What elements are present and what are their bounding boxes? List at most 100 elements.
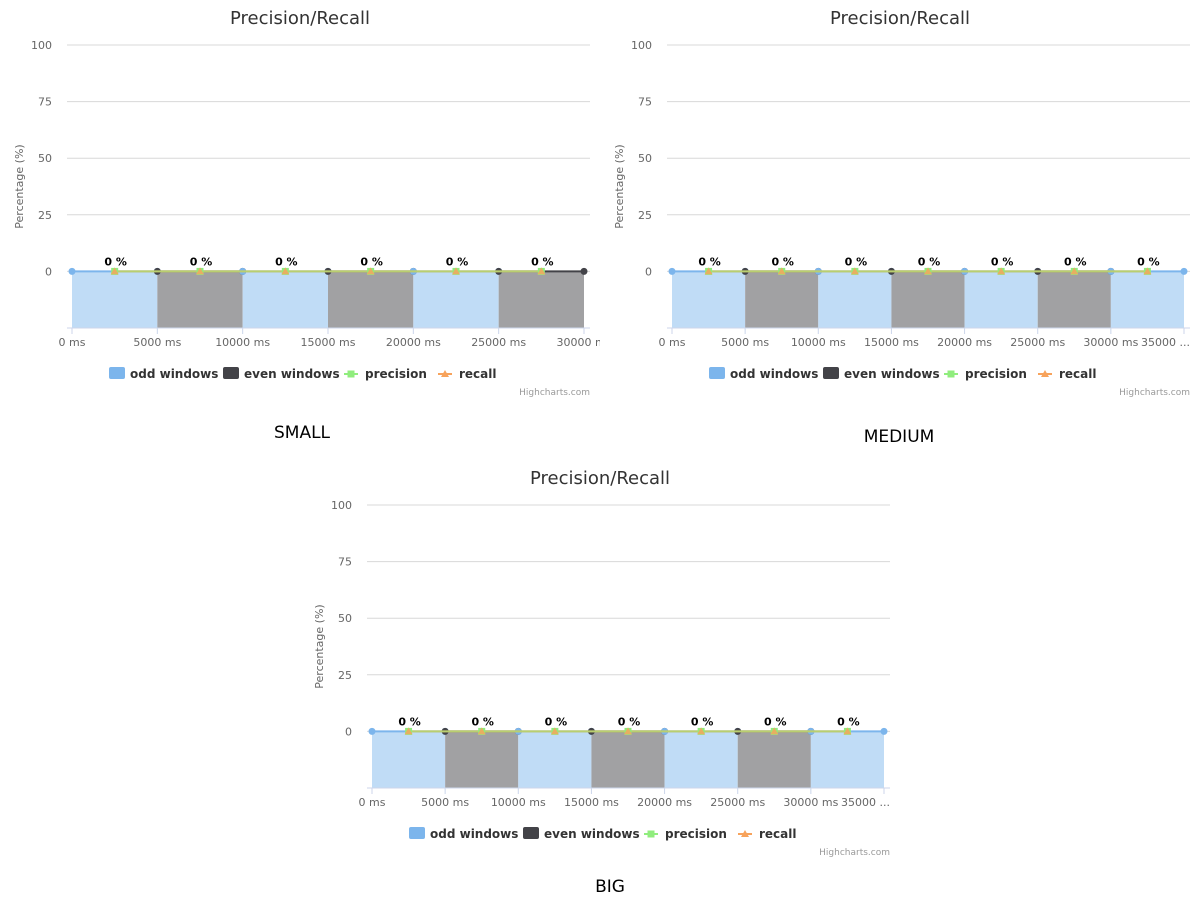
legend-even-swatch xyxy=(823,367,839,379)
odd-window-area xyxy=(72,271,158,328)
legend: odd windows even windows precision recall xyxy=(109,367,497,381)
legend-precision-marker xyxy=(347,370,355,378)
legend-item-odd: odd windows xyxy=(730,367,818,381)
y-tick-label: 0 xyxy=(345,725,352,738)
legend-item-odd: odd windows xyxy=(130,367,218,381)
recall-point xyxy=(404,727,413,735)
recall-point xyxy=(366,267,375,275)
odd-window-area xyxy=(964,271,1038,328)
odd-window-area xyxy=(1110,271,1184,328)
x-tick-label: 5000 ms xyxy=(133,336,181,349)
data-label: 0 % xyxy=(764,715,787,728)
recall-point xyxy=(1143,267,1152,275)
x-tick-label: 15000 ms xyxy=(301,336,356,349)
recall-point xyxy=(537,267,546,275)
size-label-medium: MEDIUM xyxy=(863,427,935,447)
y-tick-label: 100 xyxy=(631,39,652,52)
data-label: 0 % xyxy=(190,255,213,268)
x-tick-label: 15000 ms xyxy=(864,336,919,349)
odd-window-area xyxy=(818,271,892,328)
recall-point xyxy=(452,267,460,275)
recall-point xyxy=(777,267,786,275)
recall-point xyxy=(477,727,486,735)
data-label: 0 % xyxy=(845,255,868,268)
legend-item-precision: precision xyxy=(365,367,427,381)
data-label: 0 % xyxy=(698,255,721,268)
data-label: 0 % xyxy=(691,715,714,728)
chart-big: Precision/Recall 0 25 50 75 100 Percentage (%)… xyxy=(300,460,900,860)
even-window-marker xyxy=(580,267,588,275)
odd-window-area xyxy=(372,731,446,788)
legend-item-precision: precision xyxy=(665,827,727,841)
legend-recall-marker xyxy=(1041,370,1049,377)
data-label: 0 % xyxy=(618,715,641,728)
legend-recall-marker xyxy=(741,830,749,837)
recall-point xyxy=(924,267,932,275)
y-tick-label: 50 xyxy=(338,612,352,625)
odd-window-area xyxy=(810,731,884,788)
legend-precision-marker xyxy=(947,370,955,378)
chart-title: Precision/Recall xyxy=(830,8,970,29)
legend: odd windows even windows precision recall xyxy=(409,827,797,841)
odd-window-marker xyxy=(880,727,888,735)
even-window-area xyxy=(745,271,819,328)
legend-even-swatch xyxy=(523,827,539,839)
y-axis-title: Percentage (%) xyxy=(13,144,26,228)
y-tick-label: 75 xyxy=(638,96,652,109)
x-tick-label: 25000 ms xyxy=(710,796,765,809)
even-window-area xyxy=(498,271,584,328)
x-tick-label: 0 ms xyxy=(359,796,386,809)
legend-recall-marker xyxy=(441,370,449,377)
data-label: 0 % xyxy=(991,255,1014,268)
data-label: 0 % xyxy=(398,715,421,728)
even-window-area xyxy=(891,271,965,328)
data-label: 0 % xyxy=(837,715,860,728)
x-tick-label: 35000 ... xyxy=(841,796,890,809)
credits: Highcharts.com xyxy=(819,848,890,858)
y-tick-label: 75 xyxy=(338,556,352,569)
x-tick-label: 35000 ... xyxy=(1141,336,1190,349)
legend-item-even: even windows xyxy=(844,367,940,381)
data-label: 0 % xyxy=(531,255,554,268)
even-window-area xyxy=(157,271,243,328)
even-window-area xyxy=(591,731,665,788)
chart-svg-medium: Precision/Recall 0 25 50 75 100 Percentage (%)… xyxy=(613,8,1190,398)
data-label: 0 % xyxy=(446,255,469,268)
size-label-small: SMALL xyxy=(273,423,331,443)
chart-medium: Precision/Recall 0 25 50 75 100 Percentage (%)… xyxy=(600,0,1200,400)
y-tick-label: 25 xyxy=(38,209,52,222)
x-tick-label: 10000 ms xyxy=(215,336,270,349)
legend-precision-marker xyxy=(647,830,655,838)
y-axis-title: Percentage (%) xyxy=(313,604,326,688)
recall-point xyxy=(550,727,559,735)
x-tick-label: 25000 ms xyxy=(471,336,526,349)
chart-svg-small: Precision/Recall 0 25 50 75 100 Percentage (%)… xyxy=(13,8,600,398)
legend-item-recall: recall xyxy=(459,367,497,381)
credits: Highcharts.com xyxy=(519,388,590,398)
legend-odd-swatch xyxy=(109,367,125,379)
recall-point xyxy=(850,267,859,275)
x-tick-label: 10000 ms xyxy=(491,796,546,809)
odd-window-marker xyxy=(1180,267,1188,275)
odd-window-marker xyxy=(68,267,76,275)
data-label: 0 % xyxy=(918,255,941,268)
data-label: 0 % xyxy=(104,255,127,268)
legend-odd-swatch xyxy=(409,827,425,839)
y-tick-label: 0 xyxy=(45,265,52,278)
odd-window-area xyxy=(518,731,592,788)
y-tick-label: 50 xyxy=(38,152,52,165)
x-tick-label: 0 ms xyxy=(659,336,686,349)
recall-point xyxy=(196,267,204,275)
data-label: 0 % xyxy=(1137,255,1160,268)
odd-window-area xyxy=(413,271,499,328)
legend-item-even: even windows xyxy=(544,827,640,841)
y-tick-label: 50 xyxy=(638,152,652,165)
x-tick-label: 30000 ms xyxy=(783,796,838,809)
even-window-area xyxy=(737,731,811,788)
recall-point xyxy=(770,727,779,735)
x-tick-label: 20000 ms xyxy=(637,796,692,809)
recall-point xyxy=(697,727,706,735)
legend-item-recall: recall xyxy=(759,827,797,841)
credits: Highcharts.com xyxy=(1119,388,1190,398)
legend-odd-swatch xyxy=(709,367,725,379)
